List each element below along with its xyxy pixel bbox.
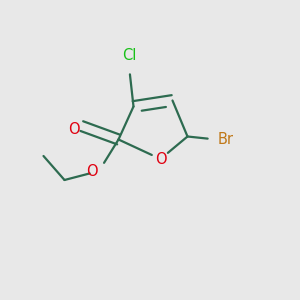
Text: Cl: Cl <box>122 48 136 63</box>
Text: O: O <box>68 122 80 136</box>
Text: O: O <box>155 152 166 166</box>
Text: Br: Br <box>218 132 233 147</box>
Text: O: O <box>86 164 98 178</box>
